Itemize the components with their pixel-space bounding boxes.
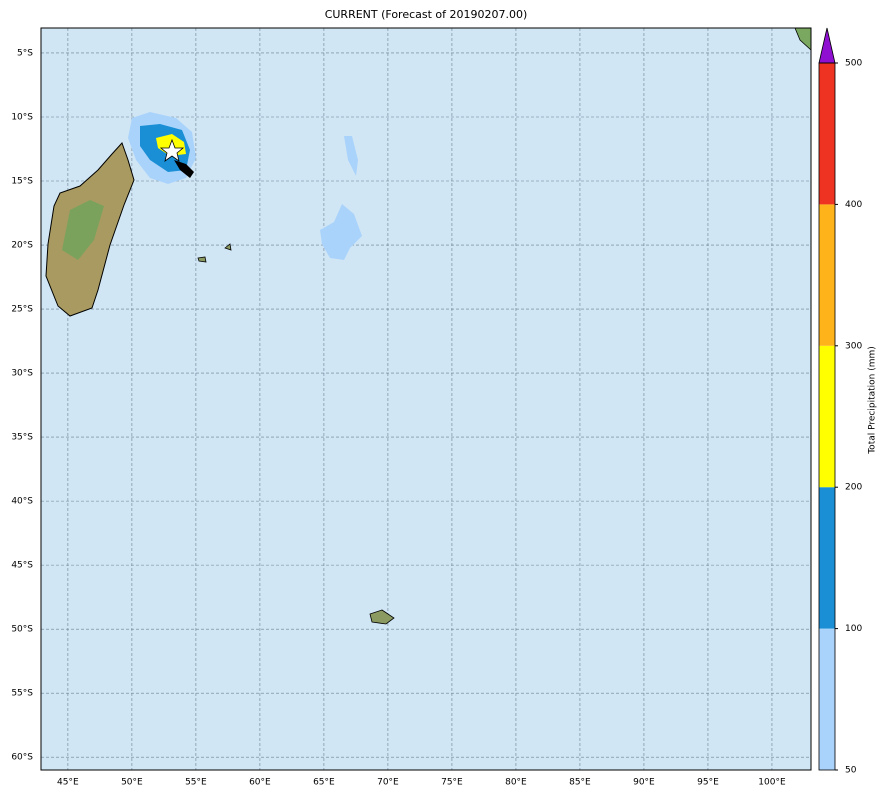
lon-tick-label: 50°E <box>121 778 143 788</box>
colorbar-frame <box>818 62 836 771</box>
colorbar-segment <box>819 204 835 346</box>
lat-tick-label: 15°S <box>11 177 33 187</box>
lat-tick-label: 25°S <box>11 305 33 315</box>
lat-tick-label: 20°S <box>11 241 33 251</box>
island <box>369 609 395 625</box>
lon-tick-label: 80°E <box>505 778 527 788</box>
colorbar-tick-label: 400 <box>845 200 862 210</box>
lon-tick-label: 95°E <box>697 778 719 788</box>
storm-track <box>174 160 194 178</box>
colorbar-tick-label: 200 <box>845 483 862 493</box>
precip-area <box>320 204 362 260</box>
colorbar-segment <box>819 628 835 770</box>
colorbar-tick-label: 100 <box>845 624 862 634</box>
lat-tick-label: 45°S <box>11 561 33 571</box>
lat-tick-label: 10°S <box>11 112 33 122</box>
lat-tick-label: 55°S <box>11 689 33 699</box>
lon-tick-label: 75°E <box>441 778 463 788</box>
lat-tick-label: 35°S <box>11 433 33 443</box>
colorbar-tick-label: 300 <box>845 341 862 351</box>
land-relief <box>62 200 104 260</box>
map-frame <box>40 27 812 771</box>
island <box>224 243 232 251</box>
precip-area <box>344 136 358 176</box>
lat-tick-label: 50°S <box>11 625 33 635</box>
lon-tick-label: 90°E <box>633 778 655 788</box>
colorbar-segment <box>819 487 835 629</box>
lon-tick-label: 100°E <box>758 778 786 788</box>
storm-marker <box>159 138 185 162</box>
colorbar-tick-label: 500 <box>845 59 862 69</box>
lat-tick-label: 40°S <box>11 497 33 507</box>
lon-tick-label: 60°E <box>249 778 271 788</box>
colorbar <box>818 27 838 771</box>
colorbar-tick-label: 50 <box>845 766 857 776</box>
lon-tick-label: 55°E <box>185 778 207 788</box>
lat-tick-label: 60°S <box>11 753 33 763</box>
lon-tick-label: 45°E <box>57 778 79 788</box>
colorbar-segment <box>819 345 835 488</box>
colorbar-extend <box>818 27 836 64</box>
colorbar-segment <box>819 63 835 205</box>
lat-tick-label: 30°S <box>11 369 33 379</box>
map-title: CURRENT (Forecast of 20190207.00) <box>325 8 528 21</box>
lon-tick-label: 65°E <box>313 778 335 788</box>
grid <box>41 28 811 770</box>
lat-tick-label: 5°S <box>17 48 33 58</box>
lon-tick-label: 70°E <box>377 778 399 788</box>
island <box>197 256 207 263</box>
colorbar-label: Total Precipitation (mm) <box>868 346 878 455</box>
lon-tick-label: 85°E <box>569 778 591 788</box>
